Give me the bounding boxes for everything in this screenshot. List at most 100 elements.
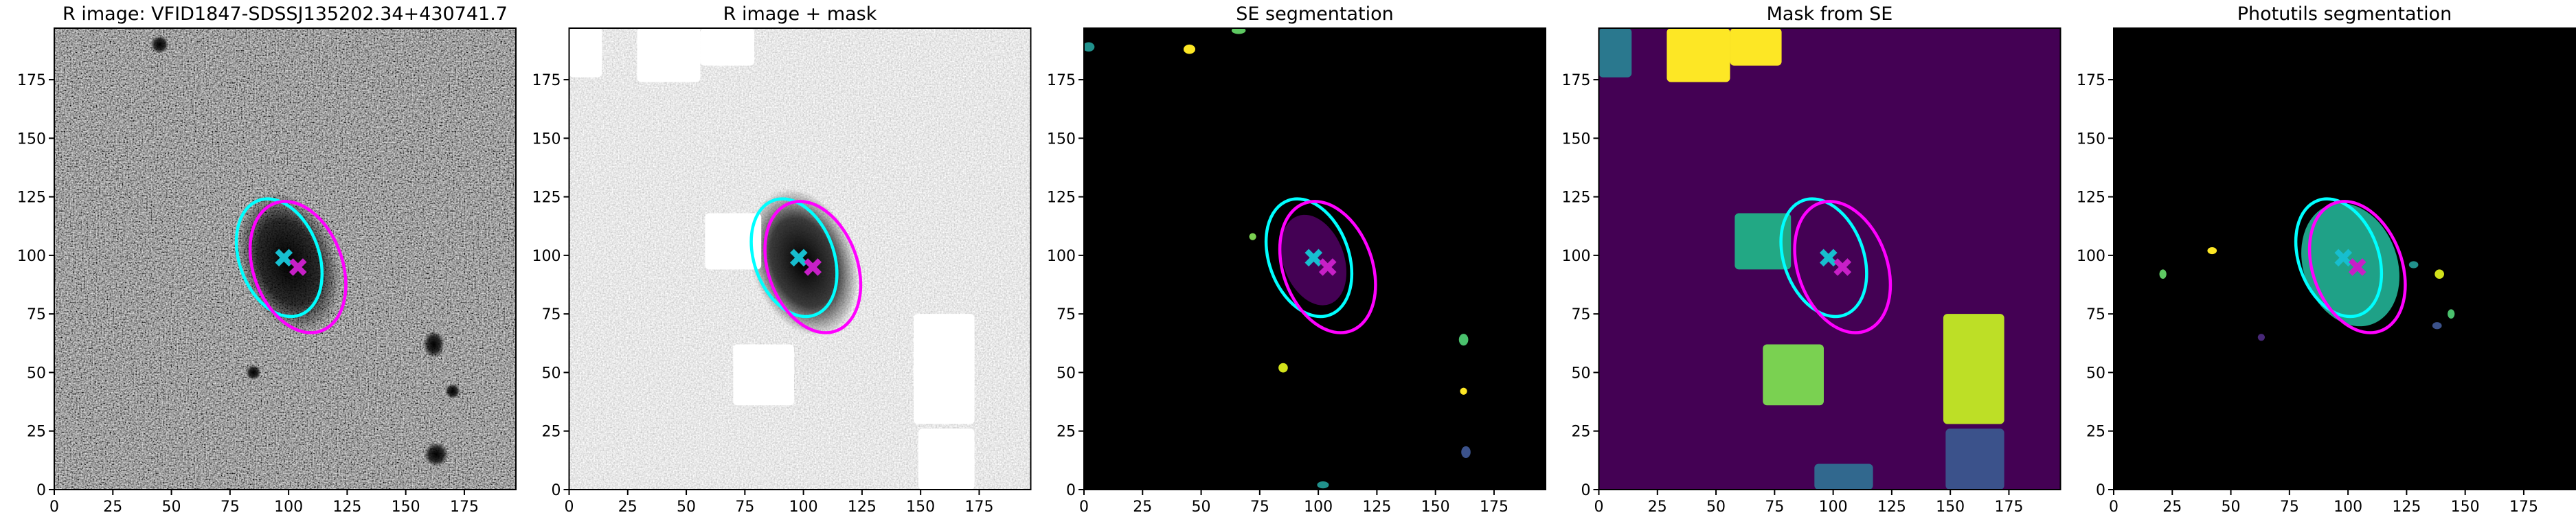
x-tick-label: 125 bbox=[332, 499, 361, 515]
segment-blob bbox=[1084, 42, 1095, 52]
axes-frame bbox=[2113, 27, 2576, 490]
x-tick-label: 100 bbox=[1304, 499, 1333, 515]
segment-blob bbox=[2408, 261, 2419, 268]
y-tick-label: 75 bbox=[2086, 306, 2105, 323]
center-marker bbox=[1318, 258, 1337, 276]
y-tick-label: 150 bbox=[1047, 130, 1076, 148]
center-marker bbox=[804, 258, 822, 276]
y-tick-label: 175 bbox=[2077, 72, 2105, 89]
axes-frame bbox=[1598, 27, 2061, 490]
axes-frame bbox=[568, 27, 1032, 490]
x-tick-label: 75 bbox=[2280, 499, 2299, 515]
panel-title: Mask from SE bbox=[1767, 3, 1893, 25]
x-tick-label: 175 bbox=[450, 499, 479, 515]
x-tick-label: 100 bbox=[1819, 499, 1848, 515]
aperture-ellipse bbox=[1278, 200, 1377, 334]
y-tick-label: 100 bbox=[17, 248, 46, 265]
y-tick-label: 0 bbox=[1066, 482, 1076, 499]
y-tick-label: 0 bbox=[36, 482, 46, 499]
y-tick-label: 50 bbox=[1572, 365, 1591, 382]
y-tick-label: 150 bbox=[1562, 130, 1591, 148]
y-tick-label: 50 bbox=[27, 365, 46, 382]
y-tick-label: 75 bbox=[542, 306, 561, 323]
y-tick-label: 25 bbox=[1572, 424, 1591, 441]
x-tick-label: 125 bbox=[2392, 499, 2421, 515]
x-tick-label: 50 bbox=[2222, 499, 2241, 515]
center-marker bbox=[1304, 249, 1323, 267]
segment-blob bbox=[150, 35, 169, 54]
y-tick-label: 100 bbox=[532, 248, 561, 265]
segment-blob bbox=[1231, 28, 1246, 34]
y-tick-label: 25 bbox=[542, 424, 561, 441]
x-tick-label: 100 bbox=[2334, 499, 2362, 515]
center-marker bbox=[2334, 249, 2353, 267]
x-tick-label: 25 bbox=[618, 499, 637, 515]
segment-blob bbox=[2257, 334, 2266, 341]
segment-blob bbox=[1183, 44, 1196, 54]
segment-blob bbox=[423, 330, 445, 358]
y-tick-label: 175 bbox=[1047, 72, 1076, 89]
y-tick-label: 25 bbox=[27, 424, 46, 441]
y-tick-label: 0 bbox=[2096, 482, 2105, 499]
x-tick-label: 0 bbox=[2109, 499, 2119, 515]
mask-region bbox=[1598, 28, 1632, 78]
segment-blob bbox=[2432, 322, 2442, 330]
mask-region bbox=[1814, 464, 1873, 490]
mask-region bbox=[569, 28, 602, 78]
y-tick-label: 25 bbox=[1057, 424, 1076, 441]
panel-title: R image: VFID1847-SDSSJ135202.34+430741.… bbox=[63, 3, 508, 25]
y-tick-label: 125 bbox=[17, 190, 46, 207]
y-tick-label: 100 bbox=[2077, 248, 2105, 265]
center-marker bbox=[1819, 249, 1838, 267]
mask-region bbox=[1943, 314, 2004, 424]
mask-region bbox=[1763, 344, 1824, 406]
x-tick-label: 25 bbox=[1648, 499, 1667, 515]
segment-blob bbox=[2448, 309, 2455, 319]
mask-region bbox=[705, 213, 762, 270]
aperture-ellipse bbox=[763, 200, 863, 334]
panel-title: SE segmentation bbox=[1236, 3, 1393, 25]
y-tick-label: 175 bbox=[17, 72, 46, 89]
x-tick-label: 50 bbox=[677, 499, 696, 515]
panel-title: Photutils segmentation bbox=[2237, 3, 2452, 25]
x-tick-label: 175 bbox=[964, 499, 993, 515]
mask-region bbox=[1667, 28, 1730, 82]
y-tick-label: 50 bbox=[1057, 365, 1076, 382]
y-tick-label: 175 bbox=[532, 72, 561, 89]
x-tick-label: 0 bbox=[1079, 499, 1089, 515]
x-tick-label: 175 bbox=[1994, 499, 2023, 515]
mask-region bbox=[1730, 28, 1782, 66]
aperture-ellipse bbox=[1793, 200, 1893, 334]
segment-blob bbox=[1461, 446, 1471, 458]
x-tick-label: 150 bbox=[392, 499, 420, 515]
mask-region bbox=[1735, 213, 1792, 270]
y-tick-label: 100 bbox=[1562, 248, 1591, 265]
panel bbox=[54, 28, 516, 490]
x-tick-label: 150 bbox=[1421, 499, 1450, 515]
y-tick-label: 75 bbox=[1572, 306, 1591, 323]
x-tick-label: 75 bbox=[1765, 499, 1784, 515]
y-tick-label: 150 bbox=[2077, 130, 2105, 148]
x-tick-label: 125 bbox=[1877, 499, 1906, 515]
x-tick-label: 150 bbox=[906, 499, 935, 515]
y-tick-label: 150 bbox=[17, 130, 46, 148]
x-tick-label: 0 bbox=[565, 499, 574, 515]
panel bbox=[1084, 28, 1546, 490]
y-tick-label: 0 bbox=[1581, 482, 1591, 499]
segment-blob bbox=[245, 365, 262, 380]
segment-blob bbox=[1458, 334, 1469, 346]
x-tick-label: 50 bbox=[1192, 499, 1211, 515]
x-tick-label: 75 bbox=[1250, 499, 1269, 515]
axes-frame bbox=[54, 27, 517, 490]
y-tick-label: 125 bbox=[532, 190, 561, 207]
y-tick-label: 125 bbox=[1047, 190, 1076, 207]
segment-blob bbox=[1460, 387, 1467, 395]
y-tick-label: 75 bbox=[1057, 306, 1076, 323]
y-tick-label: 175 bbox=[1562, 72, 1591, 89]
x-tick-label: 25 bbox=[103, 499, 122, 515]
mask-region bbox=[913, 314, 975, 424]
y-tick-label: 75 bbox=[27, 306, 46, 323]
segment-blob bbox=[2434, 269, 2444, 279]
y-tick-label: 150 bbox=[532, 130, 561, 148]
